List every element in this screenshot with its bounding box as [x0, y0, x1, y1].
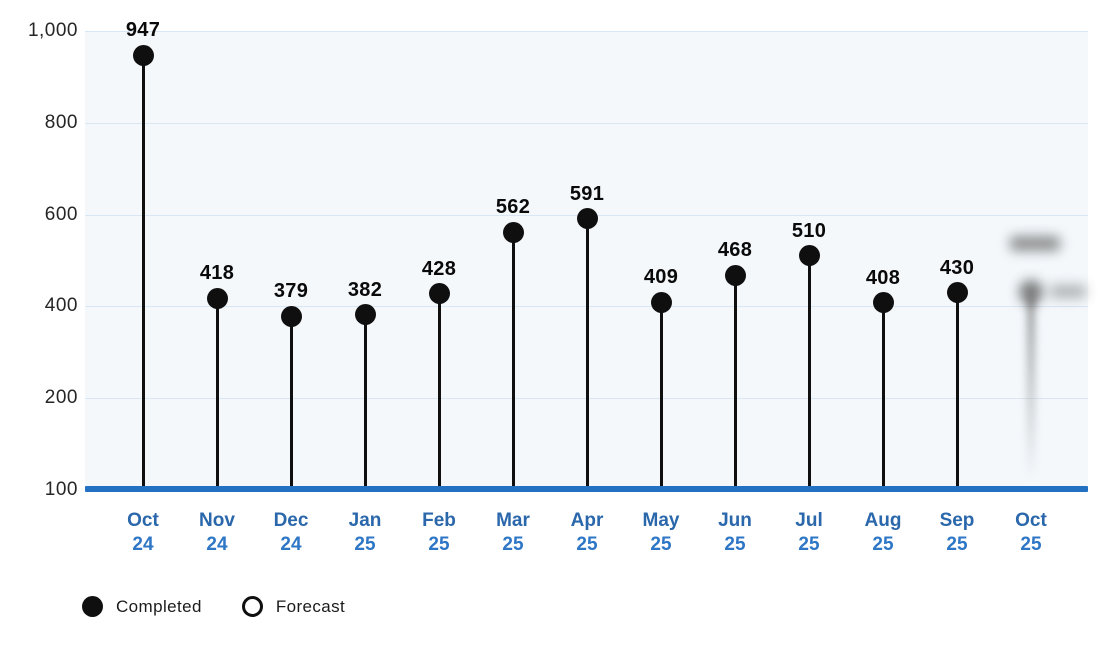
- data-point-value-label: 430: [939, 257, 975, 279]
- data-point-value-label: 428: [421, 258, 457, 280]
- x-axis-label: May 25: [621, 509, 701, 557]
- y-tick-label: 100: [44, 479, 78, 500]
- legend-item-completed: Completed: [82, 596, 202, 617]
- data-point-stem: [659, 302, 663, 487]
- data-point-stem: [585, 219, 589, 487]
- x-label-year: 25: [724, 534, 746, 555]
- x-label-year: 24: [280, 534, 302, 555]
- data-point-value-label: 379: [273, 280, 309, 302]
- data-point-dot: [502, 222, 524, 243]
- gridline: [85, 123, 1088, 124]
- y-tick-label: 800: [44, 112, 78, 133]
- x-label-year: 25: [354, 534, 376, 555]
- x-label-month: Sep: [939, 510, 975, 531]
- y-tick-label: 400: [44, 295, 78, 316]
- x-axis-label: Feb 25: [399, 509, 479, 557]
- x-label-year: 25: [502, 534, 524, 555]
- data-point-dot: [872, 292, 894, 313]
- x-label-month: Apr: [570, 510, 604, 531]
- x-label-month: Feb: [422, 510, 456, 531]
- x-label-month: Jun: [718, 510, 752, 531]
- x-axis-label: Oct 25: [991, 509, 1071, 557]
- data-point-dot: [946, 282, 968, 303]
- x-axis-label: Oct 24: [103, 509, 183, 557]
- legend: Completed Forecast: [82, 596, 345, 617]
- x-label-month: May: [642, 510, 680, 531]
- x-label-month: Mar: [496, 510, 530, 531]
- data-point-stem: [141, 55, 145, 487]
- data-point-dot: [132, 45, 154, 66]
- legend-item-forecast: Forecast: [241, 596, 346, 617]
- data-point-dot: [650, 292, 672, 313]
- x-label-year: 25: [946, 534, 968, 555]
- x-axis-label: Jan 25: [325, 509, 405, 557]
- x-label-year: 25: [576, 534, 598, 555]
- data-point-dot: [798, 245, 820, 266]
- gridline: [85, 31, 1088, 32]
- data-point-stem: [363, 315, 367, 487]
- data-point-stem: [215, 298, 219, 487]
- x-label-month: Jan: [348, 510, 382, 531]
- x-label-year: 24: [132, 534, 154, 555]
- x-label-year: 25: [872, 534, 894, 555]
- data-point-dot: [576, 208, 598, 229]
- data-point-dot: [428, 283, 450, 304]
- data-point-value-label: 382: [347, 279, 383, 301]
- data-point-dot: [206, 288, 228, 309]
- x-axis-label: Apr 25: [547, 509, 627, 557]
- x-axis-label: Dec 24: [251, 509, 331, 557]
- data-point-stem: [807, 256, 811, 487]
- data-point-value-label: 418: [199, 262, 235, 284]
- x-label-year: 25: [798, 534, 820, 555]
- y-tick-label: 1,000: [27, 20, 78, 41]
- blurred-value-label: [1010, 236, 1060, 251]
- blurred-forecast-dot: [1019, 280, 1043, 304]
- x-axis-label: Mar 25: [473, 509, 553, 557]
- x-axis-label: Sep 25: [917, 509, 997, 557]
- x-label-month: Nov: [199, 510, 235, 531]
- x-label-month: Aug: [864, 510, 902, 531]
- data-point-stem: [437, 294, 441, 487]
- blurred-annotation: [1050, 285, 1086, 298]
- data-point-value-label: 408: [865, 267, 901, 289]
- x-axis-label: Aug 25: [843, 509, 923, 557]
- x-axis-label: Jul 25: [769, 509, 849, 557]
- data-point-value-label: 591: [569, 183, 605, 205]
- data-point-value-label: 562: [495, 196, 531, 218]
- completed-filled-circle-icon: [82, 596, 103, 617]
- data-point-dot: [280, 306, 302, 327]
- data-point-value-label: 510: [791, 220, 827, 242]
- data-point-dot: [354, 304, 376, 325]
- forecast-open-circle-icon: [241, 596, 263, 617]
- x-label-year: 25: [1020, 534, 1042, 555]
- legend-label-forecast: Forecast: [275, 596, 346, 616]
- data-point-stem: [955, 293, 959, 487]
- data-point-stem: [289, 316, 293, 487]
- y-tick-label: 200: [44, 387, 78, 408]
- data-point-stem: [881, 303, 885, 487]
- data-point-dot: [724, 265, 746, 286]
- x-axis-label: Jun 25: [695, 509, 775, 557]
- x-label-year: 24: [206, 534, 228, 555]
- y-tick-label: 600: [44, 204, 78, 225]
- x-label-month: Oct: [127, 510, 159, 531]
- data-point-value-label: 947: [125, 19, 161, 41]
- x-label-month: Oct: [1015, 510, 1047, 531]
- data-point-value-label: 409: [643, 266, 679, 288]
- x-axis-baseline: [85, 486, 1088, 492]
- x-label-year: 25: [428, 534, 450, 555]
- data-point-stem: [511, 232, 515, 487]
- x-label-month: Dec: [273, 510, 309, 531]
- blurred-forecast-stem: [1027, 298, 1035, 480]
- data-point-value-label: 468: [717, 239, 753, 261]
- x-label-year: 25: [650, 534, 672, 555]
- x-axis-label: Nov 24: [177, 509, 257, 557]
- data-point-stem: [733, 275, 737, 487]
- x-label-month: Jul: [795, 510, 823, 531]
- legend-label-completed: Completed: [116, 596, 202, 616]
